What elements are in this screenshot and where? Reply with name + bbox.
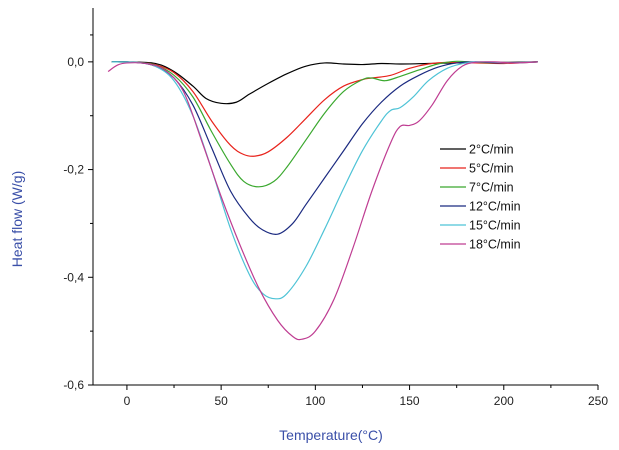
series-line — [111, 61, 538, 236]
x-axis-title: Temperature(°C) — [279, 427, 383, 443]
series-line — [111, 60, 538, 188]
x-tick-label: 250 — [588, 394, 608, 408]
legend-label: 15°C/min — [469, 219, 521, 233]
x-tick-label: 200 — [494, 394, 514, 408]
x-tick-label: 150 — [400, 394, 420, 408]
x-tick-label: 100 — [305, 394, 325, 408]
y-tick-label: 0,0 — [67, 55, 84, 69]
series-line — [111, 61, 538, 157]
legend-label: 7°C/min — [469, 181, 514, 195]
legend-label: 12°C/min — [469, 200, 521, 214]
legend-label: 2°C/min — [469, 143, 514, 157]
y-tick-label: -0,6 — [63, 378, 84, 392]
x-tick-label: 50 — [214, 394, 228, 408]
series-line — [107, 61, 538, 341]
y-tick-label: -0,4 — [63, 270, 84, 284]
x-tick-label: 0 — [124, 394, 131, 408]
series-line — [111, 61, 538, 105]
y-axis-title: Heat flow (W/g) — [9, 171, 25, 267]
legend-label: 5°C/min — [469, 162, 514, 176]
y-tick-label: -0,2 — [63, 163, 84, 177]
legend-label: 18°C/min — [469, 238, 521, 252]
